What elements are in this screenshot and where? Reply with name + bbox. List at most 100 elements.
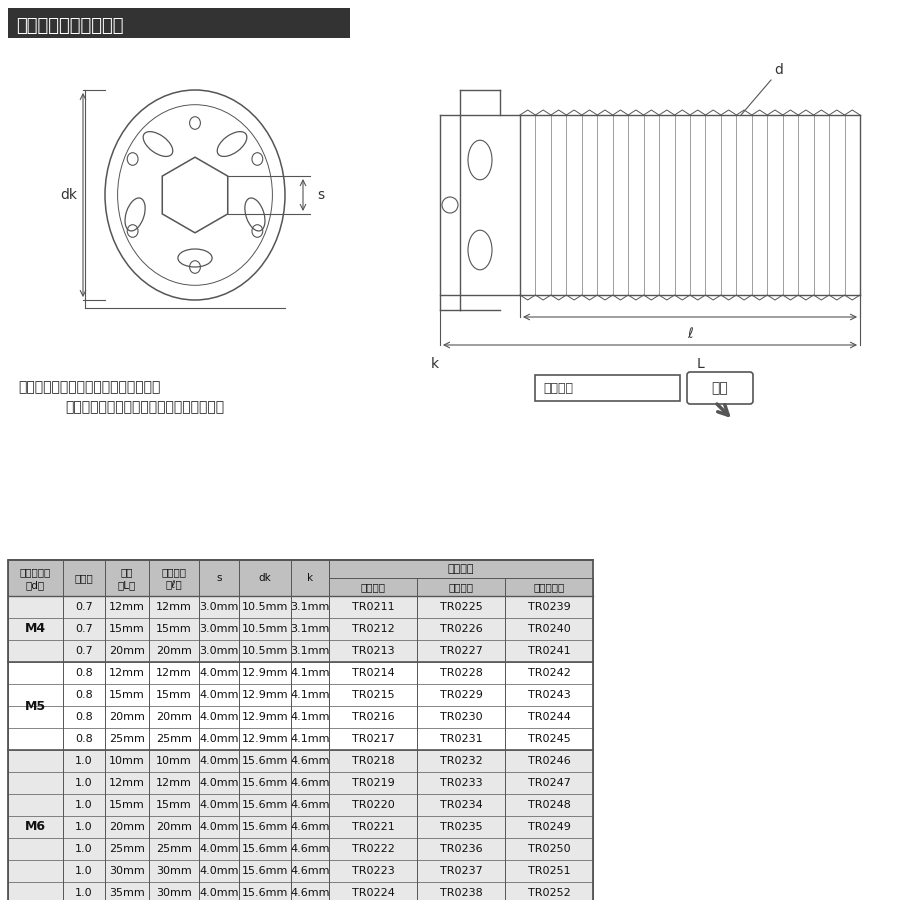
Text: TR0216: TR0216 xyxy=(352,712,394,722)
Text: 12mm: 12mm xyxy=(156,602,192,612)
Text: 20mm: 20mm xyxy=(109,712,145,722)
Text: TR0226: TR0226 xyxy=(439,624,482,634)
Bar xyxy=(8,8,350,38)
Text: TR0250: TR0250 xyxy=(527,844,571,854)
Text: 20mm: 20mm xyxy=(156,712,192,722)
Text: 15.6mm: 15.6mm xyxy=(242,866,288,876)
Text: TR0219: TR0219 xyxy=(352,778,394,788)
Text: 20mm: 20mm xyxy=(109,822,145,832)
Text: TR0246: TR0246 xyxy=(527,756,571,766)
Text: 10.5mm: 10.5mm xyxy=(242,624,288,634)
Text: 1.0: 1.0 xyxy=(76,778,93,788)
Text: TR0217: TR0217 xyxy=(352,734,394,744)
Text: 1.0: 1.0 xyxy=(76,844,93,854)
Text: s: s xyxy=(317,188,324,202)
Text: 25mm: 25mm xyxy=(156,844,192,854)
Text: ネジの呼び: ネジの呼び xyxy=(20,567,51,577)
Text: TR0223: TR0223 xyxy=(352,866,394,876)
Text: TR0211: TR0211 xyxy=(352,602,394,612)
Text: 0.7: 0.7 xyxy=(75,602,93,612)
Bar xyxy=(8,684,593,706)
Text: 15mm: 15mm xyxy=(109,690,145,700)
Text: TR0236: TR0236 xyxy=(440,844,482,854)
Text: 4.0mm: 4.0mm xyxy=(199,844,238,854)
Text: 4.0mm: 4.0mm xyxy=(199,888,238,898)
Text: TR0248: TR0248 xyxy=(527,800,571,810)
Text: ネジ長さ: ネジ長さ xyxy=(161,567,186,577)
Text: 1.0: 1.0 xyxy=(76,756,93,766)
Text: 20mm: 20mm xyxy=(156,822,192,832)
Text: 4.0mm: 4.0mm xyxy=(199,756,238,766)
Text: TR0231: TR0231 xyxy=(440,734,482,744)
Text: TR0237: TR0237 xyxy=(439,866,482,876)
Text: 4.1mm: 4.1mm xyxy=(290,668,329,678)
Bar xyxy=(8,794,593,816)
Text: ℓ: ℓ xyxy=(687,327,693,341)
Bar xyxy=(8,560,593,900)
Text: s: s xyxy=(216,573,221,583)
Text: TR0212: TR0212 xyxy=(352,624,394,634)
Text: 3.0mm: 3.0mm xyxy=(199,602,238,612)
Text: 0.8: 0.8 xyxy=(75,734,93,744)
Text: L: L xyxy=(696,357,704,371)
Bar xyxy=(8,750,593,772)
Text: 0.7: 0.7 xyxy=(75,646,93,656)
Text: TR0222: TR0222 xyxy=(352,844,394,854)
Text: 30mm: 30mm xyxy=(156,888,192,898)
Text: TR0242: TR0242 xyxy=(527,668,571,678)
Text: 1.0: 1.0 xyxy=(76,822,93,832)
Text: TR0225: TR0225 xyxy=(439,602,482,612)
Text: TR0213: TR0213 xyxy=(352,646,394,656)
Text: 3.1mm: 3.1mm xyxy=(291,646,329,656)
Text: TR0238: TR0238 xyxy=(439,888,482,898)
Text: 15mm: 15mm xyxy=(156,624,192,634)
Text: 12.9mm: 12.9mm xyxy=(242,668,288,678)
Text: 15mm: 15mm xyxy=(156,800,192,810)
Text: 25mm: 25mm xyxy=(156,734,192,744)
Text: 15.6mm: 15.6mm xyxy=(242,888,288,898)
Text: 12.9mm: 12.9mm xyxy=(242,734,288,744)
Text: 4.0mm: 4.0mm xyxy=(199,712,238,722)
Text: 3.1mm: 3.1mm xyxy=(291,602,329,612)
Text: ラインアップ＆サイズ: ラインアップ＆サイズ xyxy=(16,17,123,35)
Text: TR0240: TR0240 xyxy=(527,624,571,634)
Text: 3.0mm: 3.0mm xyxy=(199,646,238,656)
Text: M5: M5 xyxy=(25,699,46,713)
Text: 4.0mm: 4.0mm xyxy=(199,822,238,832)
Text: 4.6mm: 4.6mm xyxy=(290,888,329,898)
Text: 4.1mm: 4.1mm xyxy=(290,690,329,700)
Text: TR0221: TR0221 xyxy=(352,822,394,832)
Text: 4.6mm: 4.6mm xyxy=(290,756,329,766)
Text: 25mm: 25mm xyxy=(109,844,145,854)
Text: TR0228: TR0228 xyxy=(439,668,482,678)
Text: TR0235: TR0235 xyxy=(440,822,482,832)
Text: 3.1mm: 3.1mm xyxy=(291,624,329,634)
Text: ストア内検索に商品番号を入力すると: ストア内検索に商品番号を入力すると xyxy=(18,380,160,394)
Bar xyxy=(8,560,593,596)
Bar xyxy=(8,596,593,618)
Bar xyxy=(8,838,593,860)
Bar xyxy=(8,772,593,794)
Text: 12mm: 12mm xyxy=(109,602,145,612)
Text: 4.0mm: 4.0mm xyxy=(199,866,238,876)
Text: TR0220: TR0220 xyxy=(352,800,394,810)
Text: dk: dk xyxy=(60,188,77,202)
Text: 20mm: 20mm xyxy=(109,646,145,656)
Text: 15.6mm: 15.6mm xyxy=(242,800,288,810)
Text: M4: M4 xyxy=(25,623,46,635)
Text: 12mm: 12mm xyxy=(156,668,192,678)
Text: 4.0mm: 4.0mm xyxy=(199,800,238,810)
Text: M6: M6 xyxy=(25,821,46,833)
Text: 12mm: 12mm xyxy=(156,778,192,788)
Text: TR0247: TR0247 xyxy=(527,778,571,788)
Bar xyxy=(8,860,593,882)
Text: 4.0mm: 4.0mm xyxy=(199,668,238,678)
Text: 4.6mm: 4.6mm xyxy=(290,800,329,810)
Text: TR0251: TR0251 xyxy=(527,866,571,876)
Text: TR0214: TR0214 xyxy=(352,668,394,678)
Text: ゴールド: ゴールド xyxy=(448,582,473,592)
Text: k: k xyxy=(307,573,313,583)
Text: 4.6mm: 4.6mm xyxy=(290,844,329,854)
Text: シルバー: シルバー xyxy=(361,582,385,592)
Text: 4.6mm: 4.6mm xyxy=(290,778,329,788)
